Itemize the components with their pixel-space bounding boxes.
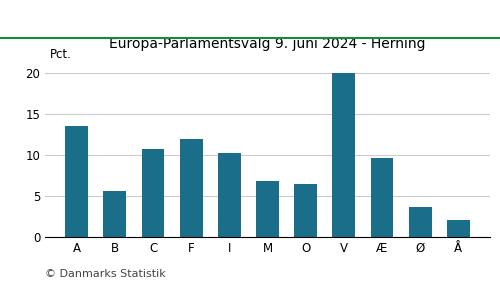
Bar <box>447 221 470 237</box>
Text: Pct.: Pct. <box>50 47 72 61</box>
Bar <box>65 126 88 237</box>
Text: © Danmarks Statistik: © Danmarks Statistik <box>45 269 166 279</box>
Bar <box>294 184 317 237</box>
Title: Europa-Parlamentsvalg 9. juni 2024 - Herning: Europa-Parlamentsvalg 9. juni 2024 - Her… <box>109 37 426 51</box>
Bar <box>256 181 279 237</box>
Bar <box>104 191 126 237</box>
Bar <box>332 73 355 237</box>
Bar <box>218 153 241 237</box>
Bar <box>370 158 394 237</box>
Bar <box>180 139 203 237</box>
Bar <box>142 149 165 237</box>
Bar <box>408 207 432 237</box>
